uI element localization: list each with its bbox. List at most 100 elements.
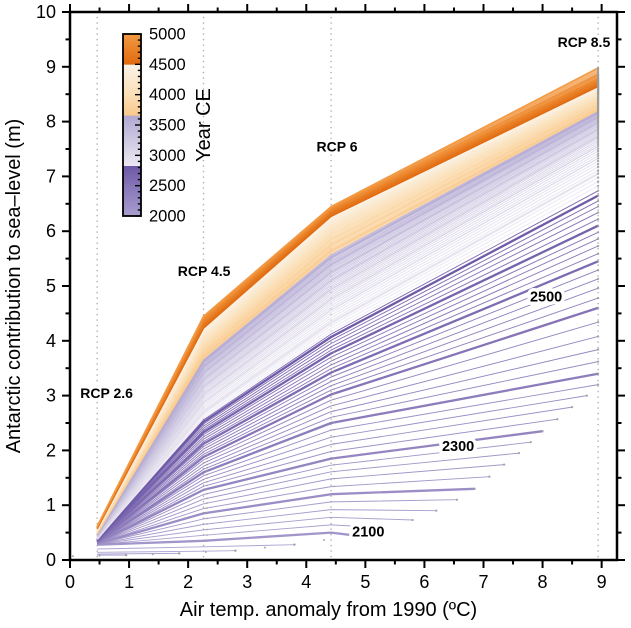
scenario-marker-dot (206, 473, 208, 476)
endpoint-dot (541, 430, 544, 433)
x-tick-label: 6 (419, 572, 429, 592)
isochrone-2520 (96, 297, 599, 543)
isochrone-3120 (96, 143, 599, 538)
endpoint-dot (596, 244, 600, 248)
scenario-marker-dot (206, 463, 208, 466)
colorbar-ticks (135, 33, 141, 217)
colorbar-label-2500: 2500 (149, 177, 186, 195)
isochrone-2620 (96, 253, 599, 542)
scenario-marker-dot (333, 392, 335, 395)
endpoint-dot (596, 296, 600, 300)
isochrone-2360 (96, 395, 587, 544)
endpoint-dot (596, 237, 600, 241)
scenario-marker-dot (333, 404, 335, 407)
endpoint-dot (596, 180, 600, 183)
isochrone-2040 (97, 552, 180, 555)
isochrone-2320 (96, 418, 558, 544)
isochrone-2220 (97, 476, 490, 545)
y-tick-label: 5 (46, 276, 56, 296)
scenario-marker-dot (206, 492, 208, 495)
year-labels: 2100 2300 2500 (349, 286, 566, 544)
scenario-marker-dot (206, 470, 208, 472)
trajectory-decade-dot (263, 546, 266, 549)
isochrone-2720 (96, 218, 599, 541)
scenario-marker-dot (333, 435, 335, 438)
isochrone-2560 (96, 278, 599, 542)
endpoint-dot (596, 143, 600, 146)
scenario-marker-dot (333, 366, 335, 369)
y-tick-label: 2 (46, 440, 56, 460)
scenario-marker-dot (206, 539, 208, 542)
y-tick-label: 4 (46, 331, 56, 351)
y-tick-label: 6 (46, 221, 56, 241)
y-tick-label: 1 (46, 495, 56, 515)
endpoint-dot (596, 348, 600, 351)
x-tick-label: 4 (301, 572, 311, 592)
endpoint-dot (596, 383, 600, 386)
scenario-marker-dot (206, 477, 208, 480)
isochrone-2380 (96, 384, 599, 544)
scenario-marker-dot (206, 466, 208, 469)
endpoint-dot (596, 141, 600, 144)
isochrone-2940 (96, 166, 599, 539)
endpoint-dot (596, 162, 600, 166)
x-tick-label: 0 (65, 572, 75, 592)
isochrone-2920 (96, 169, 599, 540)
isochrone-3040 (96, 153, 599, 539)
scenario-label-rcp85: RCP 8.5 (558, 34, 611, 50)
colorbar-title: Year CE (193, 88, 215, 162)
endpoint-dot (596, 139, 600, 142)
trajectory-decade-dot (204, 551, 207, 554)
isochrone-2120 (97, 524, 384, 545)
isochrone-2160 (97, 509, 437, 545)
colorbar-label-4000: 4000 (149, 86, 186, 104)
endpoint-dot (473, 487, 476, 490)
endpoint-dot (596, 335, 600, 338)
isochrone-2240 (97, 464, 505, 544)
isochrone-2340 (96, 406, 573, 544)
scenario-marker-dot (206, 484, 208, 487)
colorbar-label-2000: 2000 (149, 208, 186, 226)
endpoint-dot (596, 154, 600, 158)
x-tick-label: 9 (597, 572, 607, 592)
year-label-2100: 2100 (352, 525, 384, 541)
isochrone-2280 (97, 441, 531, 544)
isochrone-2700 (96, 224, 599, 542)
x-tick-label: 3 (242, 572, 252, 592)
endpoint-dot (503, 463, 506, 466)
isochrone-2400 (96, 372, 599, 544)
scenario-marker-dot (333, 388, 335, 391)
isochrone-2500 (96, 306, 599, 543)
colorbar-label-4500: 4500 (149, 56, 186, 74)
x-axis-title: Air temp. anomaly from 1990 (ºC) (180, 599, 477, 621)
scenario-marker-dot (333, 379, 335, 382)
isochrone-3000 (96, 157, 599, 539)
scenario-marker-dot (206, 523, 208, 525)
isochrone-2480 (96, 321, 599, 543)
scenario-marker-dot (206, 528, 208, 531)
endpoint-dot (411, 518, 414, 522)
endpoint-dot (596, 205, 600, 208)
endpoint-dot (517, 451, 521, 455)
isochrone-2660 (96, 238, 599, 541)
scenario-marker-dot (333, 450, 335, 452)
trajectory-decade-dot (151, 553, 154, 556)
trajectory-decade-dot (352, 534, 355, 537)
endpoint-dot (596, 147, 600, 150)
isochrone-2820 (96, 190, 599, 540)
year-label-2300: 2300 (442, 439, 474, 455)
y-tick-label: 3 (46, 386, 56, 406)
endpoint-dot (596, 231, 600, 234)
isochrone-2840 (96, 185, 599, 540)
endpoint-dot (488, 475, 491, 478)
endpoint-dot (596, 149, 600, 153)
scenario-marker-dot (206, 507, 208, 509)
isochrone-2900 (96, 172, 599, 540)
y-tick-label: 8 (46, 112, 56, 132)
isochrone-2260 (97, 452, 519, 544)
trajectory-decade-dot (125, 554, 128, 557)
endpoint-dot (556, 418, 559, 421)
isochrone-2460 (96, 335, 599, 543)
endpoint-dot (596, 160, 600, 163)
trajectory-dots (71, 66, 600, 558)
